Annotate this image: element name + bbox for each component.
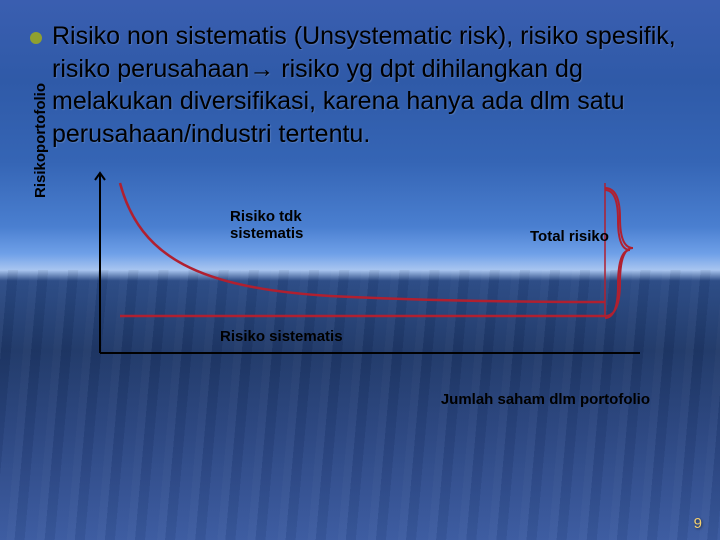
bracket-total-1 [605, 188, 633, 316]
label-unsystematic-line1: Risiko tdksistematis [230, 208, 303, 242]
x-axis-label: Jumlah saham dlm portofolio [441, 391, 650, 408]
page-number: 9 [694, 515, 702, 532]
risk-chart: Risikoportofolio Risiko tdksistematis To… [50, 168, 690, 408]
label-unsystematic: Risiko tdksistematis [230, 208, 303, 242]
bracket-total-2 [605, 190, 630, 318]
chart-svg [80, 168, 660, 368]
bullet-dot [30, 32, 42, 44]
y-axis [95, 173, 105, 353]
bullet-item: Risiko non sistematis (Unsystematic risk… [30, 20, 690, 150]
label-systematic: Risiko sistematis [220, 328, 343, 345]
arrow-glyph: → [249, 55, 274, 83]
y-axis-label: Risikoportofolio [32, 83, 49, 198]
label-total: Total risiko [530, 228, 609, 245]
bullet-text: Risiko non sistematis (Unsystematic risk… [52, 20, 690, 150]
